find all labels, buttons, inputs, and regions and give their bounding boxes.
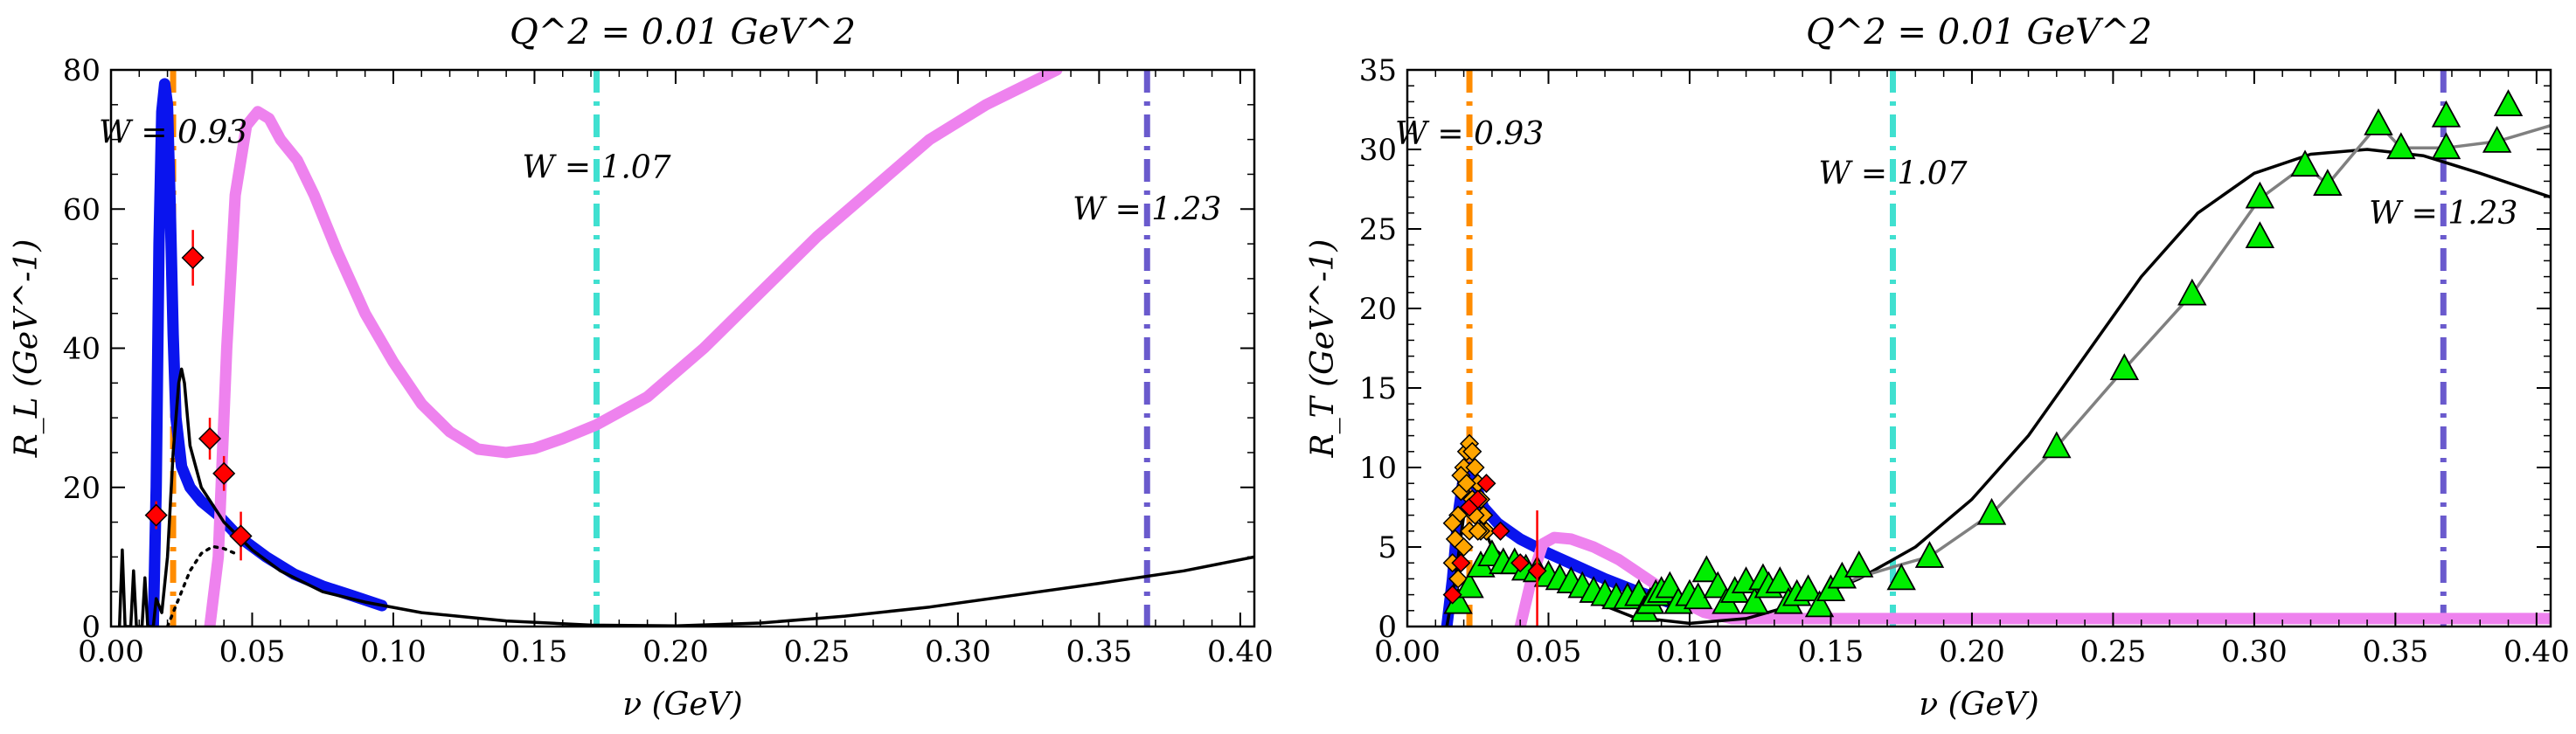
data-point-0 [144, 503, 168, 527]
series-violet [1514, 531, 2551, 627]
green-triangle-45 [2109, 353, 2140, 381]
orange-diamond-8 [1465, 457, 1485, 478]
green-triangle-40 [1844, 550, 1874, 578]
y-tick-label: 20 [1359, 292, 1397, 327]
orange-diamond-22 [1468, 521, 1488, 541]
plot-frame [109, 68, 1256, 628]
green-triangle-49 [2290, 149, 2320, 177]
red-diamond-0 [1442, 585, 1462, 605]
data-point-2 [198, 426, 222, 451]
green-triangle-44 [2042, 431, 2072, 459]
x-tick-label: 0.40 [1207, 634, 1274, 669]
x-tick-label: 0.15 [1798, 634, 1864, 669]
data-point-3 [212, 461, 236, 485]
orange-diamond-18 [1442, 513, 1462, 533]
red-diamond-6 [1510, 553, 1531, 573]
y-tick-label: 0 [1378, 610, 1397, 645]
plot-frame [1406, 68, 2552, 628]
series-dotted [165, 544, 237, 627]
green-triangle-42 [1914, 541, 1945, 568]
x-tick-label: 0.30 [925, 634, 991, 669]
x-tick-label: 0.40 [2503, 634, 2570, 669]
green-triangle-53 [2431, 100, 2461, 128]
green-triangle-30 [1739, 586, 1769, 614]
x-tick-label: 0.35 [2363, 634, 2429, 669]
y-axis-label: R_T (GeV^-1) [1305, 239, 1341, 459]
red-diamond-1 [1451, 553, 1471, 573]
w-label-1: W = 1.07 [1818, 156, 1967, 191]
green-triangle-54 [2431, 132, 2461, 160]
y-tick-label: 60 [63, 192, 101, 227]
y-tick-label: 40 [63, 332, 101, 367]
series-blue [1441, 461, 1684, 627]
x-tick-label: 0.20 [642, 634, 709, 669]
w-label-0: W = 0.93 [1395, 116, 1544, 152]
x-tick-label: 0.25 [784, 634, 851, 669]
y-tick-label: 35 [1359, 53, 1397, 88]
w-label-2: W = 1.23 [1073, 191, 1221, 227]
y-tick-label: 5 [1378, 530, 1397, 565]
chart-title: Q^2 = 0.01 GeV^2 [1806, 12, 2152, 52]
red-diamond-5 [1490, 521, 1510, 541]
w-label-2: W = 1.23 [2369, 196, 2517, 232]
green-triangle-36 [1793, 574, 1823, 602]
y-tick-label: 80 [63, 53, 101, 88]
y-tick-label: 30 [1359, 133, 1397, 168]
red-diamond-4 [1476, 474, 1496, 494]
series-violet [204, 70, 1063, 627]
green-triangle-1 [1455, 571, 1484, 599]
x-tick-label: 0.10 [1656, 634, 1723, 669]
green-triangle-47 [2245, 181, 2275, 209]
plot-area [117, 70, 1254, 627]
green-triangle-43 [1976, 497, 2007, 525]
green-triangle-33 [1765, 566, 1795, 593]
x-tick-label: 0.05 [1516, 634, 1582, 669]
orange-diamond-14 [1454, 537, 1474, 557]
x-tick-label: 0.05 [219, 634, 286, 669]
red-diamond-3 [1468, 489, 1488, 509]
green-triangle-51 [2364, 107, 2393, 135]
green-triangle-52 [2386, 132, 2416, 160]
w-label-1: W = 1.07 [522, 149, 670, 185]
green-triangle-55 [2482, 126, 2512, 153]
y-axis-label: R_L (GeV^-1) [9, 239, 45, 459]
x-tick-label: 0.30 [2221, 634, 2288, 669]
x-axis-label: ν (GeV) [1919, 687, 2038, 723]
orange-diamond-7 [1462, 441, 1482, 461]
green-triangle-37 [1804, 590, 1835, 618]
x-axis-label: ν (GeV) [622, 687, 742, 723]
y-tick-label: 15 [1359, 371, 1397, 406]
x-tick-label: 0.15 [502, 634, 568, 669]
green-triangle-48 [2245, 221, 2275, 248]
orange-diamond-20 [1456, 474, 1476, 494]
series-black [117, 367, 1254, 627]
y-tick-label: 10 [1359, 451, 1397, 486]
y-tick-label: 20 [63, 471, 101, 506]
x-tick-label: 0.35 [1066, 634, 1133, 669]
chart-title: Q^2 = 0.01 GeV^2 [510, 12, 856, 52]
green-triangle-50 [2313, 169, 2343, 196]
data-point-1 [181, 246, 205, 270]
data-point-4 [229, 524, 253, 548]
series-blue [147, 78, 388, 627]
x-tick-label: 0.00 [78, 634, 144, 669]
panel-rl: W = 0.93 W = 1.07 W = 1.23 0.00 0.05 0.10 0.15… [9, 12, 1274, 723]
green-triangle-46 [2177, 278, 2207, 306]
green-triangle-41 [1886, 563, 1916, 591]
x-tick-label: 0.10 [360, 634, 427, 669]
panel-rt: W = 0.93 W = 1.07 W = 1.23 0.00 0.05 0.10 0.15… [1305, 12, 2570, 723]
w-label-0: W = 0.93 [99, 115, 247, 151]
green-triangle-56 [2493, 89, 2524, 116]
series-gray [1829, 122, 2551, 592]
y-tick-label: 0 [81, 610, 101, 645]
plot-area [1441, 70, 2551, 627]
x-tick-label: 0.00 [1374, 634, 1441, 669]
green-triangle-25 [1691, 555, 1722, 583]
x-tick-label: 0.25 [2080, 634, 2147, 669]
y-tick-label: 25 [1359, 212, 1397, 247]
x-tick-label: 0.20 [1939, 634, 2005, 669]
